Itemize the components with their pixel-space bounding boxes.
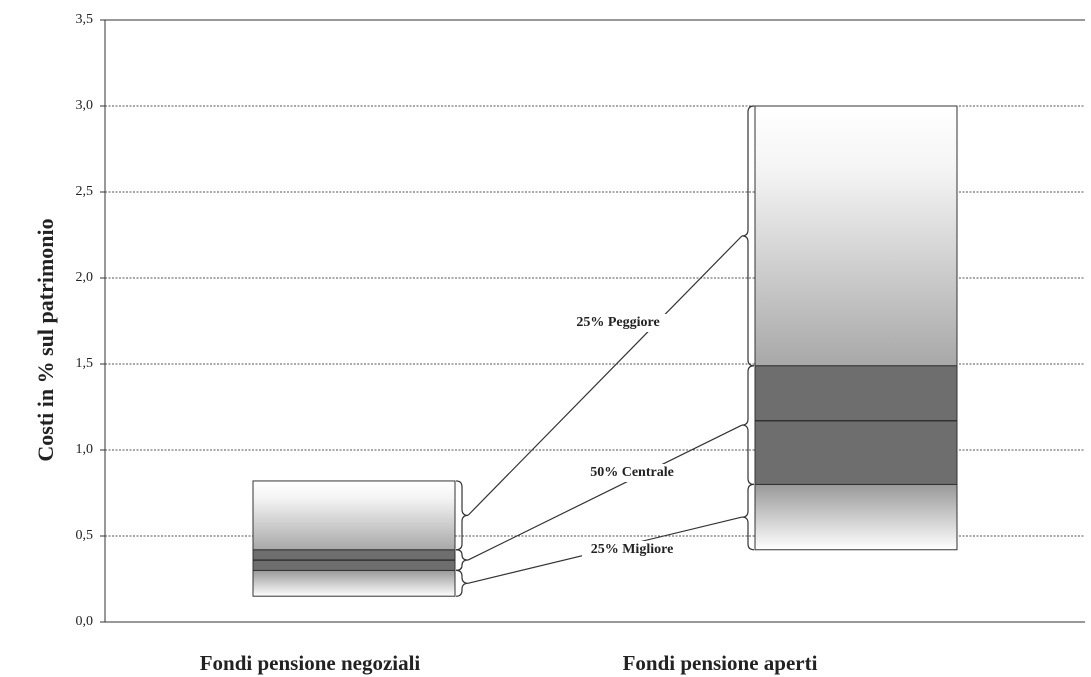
y-tick-label: 0,0 (76, 614, 94, 629)
leader-line (467, 235, 743, 516)
annotation: 25% Peggiore (576, 315, 659, 330)
y-tick-label: 3,5 (76, 12, 94, 27)
annotation: 50% Centrale (590, 465, 674, 480)
y-tick-label: 0,5 (76, 528, 94, 543)
annotation-bg (582, 541, 682, 559)
y-tick-label: 2,5 (76, 184, 94, 199)
y-tick-label: 3,0 (76, 98, 94, 113)
brace (741, 483, 755, 551)
brace (455, 549, 469, 571)
x-tick-label: Fondi pensione aperti (623, 651, 818, 675)
y-tick-label: 1,5 (76, 356, 94, 371)
y-axis-title: Costi in % sul patrimonio (33, 218, 58, 461)
leader-line (467, 424, 743, 561)
y-tick-label: 1,0 (76, 442, 94, 457)
annotation-bg (582, 464, 682, 482)
box-lower-quartile (754, 483, 958, 551)
box-upper-quartile (252, 480, 456, 551)
x-tick-label: Fondi pensione negoziali (200, 651, 421, 675)
brace (455, 480, 469, 551)
box-upper-quartile (754, 105, 958, 367)
box-lower-quartile (252, 569, 456, 597)
box-middle (754, 365, 958, 485)
annotation-bg (568, 314, 668, 332)
brace (741, 365, 755, 485)
y-tick-label: 2,0 (76, 270, 94, 285)
brace (741, 105, 755, 367)
brace (455, 569, 469, 597)
annotation: 25% Migliore (591, 542, 674, 557)
